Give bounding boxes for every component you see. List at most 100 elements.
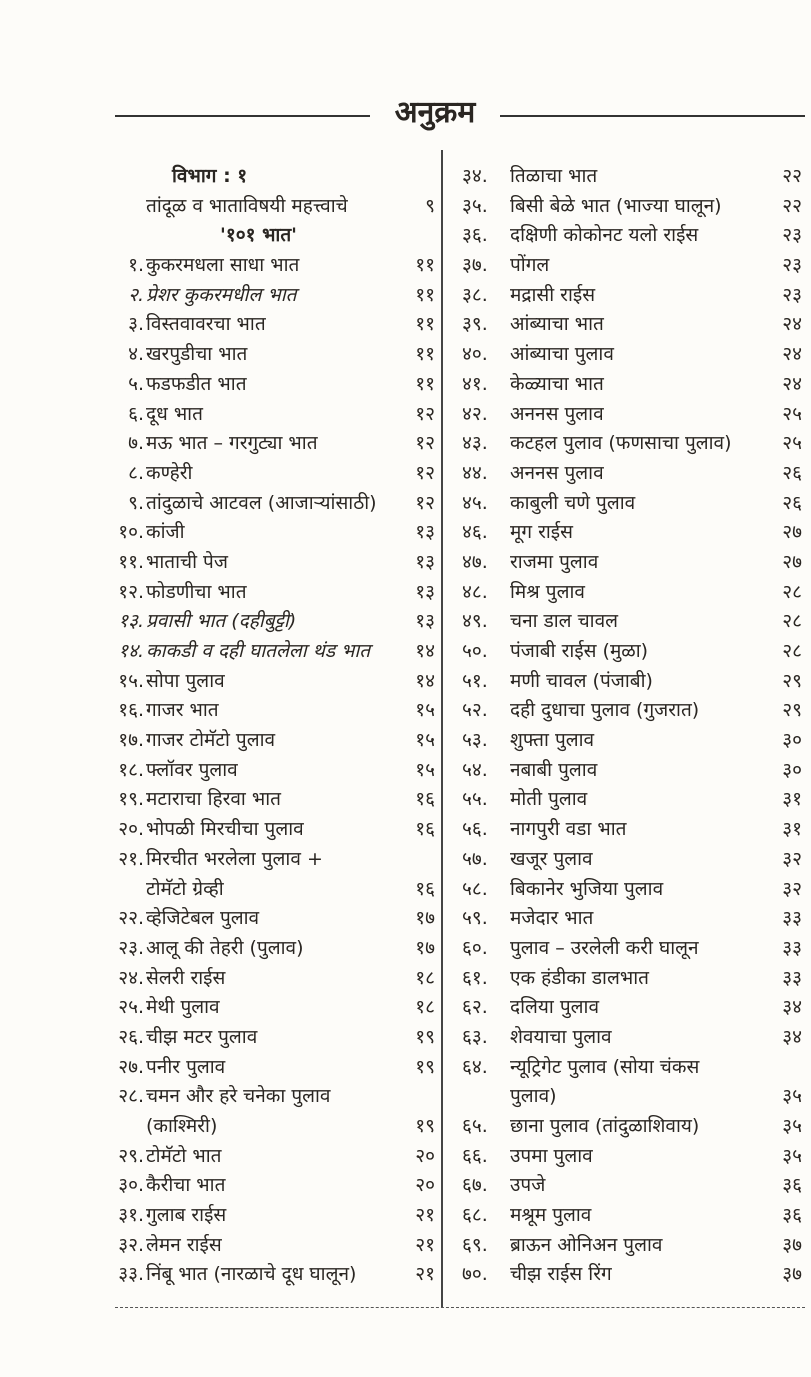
- entry-title: '१०१ भात': [220, 224, 297, 247]
- entry-title: मऊ भात – गरगुट्या भात: [146, 432, 318, 455]
- contents-entry: २८. चमन और हरे चनेका पुलाव: [100, 1082, 435, 1112]
- entry-title: दक्षिणी कोकोनट यलो राईस: [510, 224, 699, 247]
- entry-number: ६०.: [462, 936, 488, 959]
- column-divider: [441, 150, 443, 1308]
- entry-number: ४.: [128, 343, 144, 366]
- contents-entry: ६५. छाना पुलाव (तांदुळाशिवाय) ३५: [462, 1112, 802, 1142]
- entry-number: ६४.: [462, 1055, 488, 1078]
- entry-number: ५९.: [462, 907, 488, 930]
- entry-title: एक हंडीका डालभात: [510, 966, 649, 989]
- entry-number: ७०.: [462, 1263, 488, 1286]
- entry-number: १९.: [118, 788, 144, 811]
- entry-number: ५.: [128, 372, 144, 395]
- entry-page: १४: [415, 669, 435, 692]
- entry-page: ११: [415, 372, 435, 395]
- entry-page: ३३: [782, 936, 802, 959]
- entry-title: दही दुधाचा पुलाव (गुजरात): [510, 699, 700, 722]
- contents-entry: ६९. ब्राऊन ओनिअन पुलाव ३७: [462, 1231, 802, 1261]
- entry-page: १८: [415, 966, 435, 989]
- entry-page: १६: [415, 818, 435, 841]
- entry-number: ३०.: [118, 1174, 144, 1197]
- entry-page: १२: [415, 461, 435, 484]
- contents-entry: २६. चीझ मटर पुलाव १९: [100, 1023, 435, 1053]
- entry-title: केळ्याचा भात: [510, 372, 604, 395]
- entry-number: ४५.: [462, 491, 488, 514]
- contents-entry: ५. फडफडीत भात ११: [100, 370, 435, 400]
- entry-page: ३५: [782, 1085, 802, 1108]
- entry-page: २६: [782, 491, 802, 514]
- entry-number: १७.: [118, 729, 144, 752]
- contents-left-column: विभाग : १ तांदूळ व भाताविषयी महत्त्वाचे ९ '…: [100, 162, 435, 1290]
- entry-page: ३१: [782, 818, 802, 841]
- entry-title: फोडणीचा भात: [146, 580, 247, 603]
- entry-page: १२: [415, 432, 435, 455]
- entry-page: २३: [782, 283, 802, 306]
- contents-entry: २४. सेलरी राईस १८: [100, 964, 435, 994]
- entry-title: गुलाब राईस: [146, 1204, 227, 1227]
- entry-title: सेलरी राईस: [146, 966, 226, 989]
- contents-entry: ६०. पुलाव – उरलेली करी घालून ३३: [462, 934, 802, 964]
- entry-page: ३५: [782, 1144, 802, 1167]
- contents-entry: २९. टोमॅटो भात २०: [100, 1142, 435, 1172]
- entry-number: ४९.: [462, 610, 488, 633]
- entry-number: २.: [128, 283, 144, 306]
- entry-title: विस्तवावरचा भात: [146, 313, 266, 336]
- entry-page: २३: [782, 254, 802, 277]
- contents-entry: ४२. अननस पुलाव २५: [462, 400, 802, 430]
- entry-page: २८: [782, 580, 802, 603]
- entry-number: ५१.: [462, 669, 488, 692]
- entry-page: २०: [415, 1174, 435, 1197]
- entry-title: टोमॅटो भात: [146, 1144, 222, 1167]
- entry-page: २६: [782, 461, 802, 484]
- entry-page: १८: [415, 996, 435, 1019]
- bottom-rule: [115, 1307, 805, 1308]
- entry-title: टोमॅटो ग्रेव्ही: [146, 877, 224, 900]
- entry-title: भोपळी मिरचीचा पुलाव: [146, 818, 304, 841]
- entry-page: १५: [415, 699, 435, 722]
- entry-title: पुलाव – उरलेली करी घालून: [510, 936, 699, 959]
- entry-page: १२: [415, 491, 435, 514]
- contents-entry: २५. मेथी पुलाव १८: [100, 993, 435, 1023]
- entry-page: २०: [415, 1144, 435, 1167]
- entry-page: १९: [415, 1115, 435, 1137]
- entry-number: ७.: [128, 432, 144, 455]
- entry-page: २९: [782, 699, 802, 722]
- entry-page: ११: [415, 343, 435, 366]
- entry-number: ४२.: [462, 402, 488, 425]
- contents-entry: ५३. शुफ्ता पुलाव ३०: [462, 726, 802, 756]
- entry-title: मणी चावल (पंजाबी): [510, 669, 653, 692]
- entry-title: नागपुरी वडा भात: [510, 818, 627, 841]
- entry-title: बिकानेर भुजिया पुलाव: [510, 877, 664, 900]
- entry-number: ३५.: [462, 194, 488, 217]
- contents-entry: ५६. नागपुरी वडा भात ३१: [462, 815, 802, 845]
- contents-entry: ६. दूध भात १२: [100, 400, 435, 430]
- entry-page: १६: [415, 877, 435, 900]
- contents-entry: ३१. गुलाब राईस २१: [100, 1201, 435, 1231]
- contents-entry: ६६. उपमा पुलाव ३५: [462, 1142, 802, 1172]
- entry-title: काकडी व दही घातलेला थंड भात: [146, 640, 371, 662]
- entry-page: ३४: [782, 1025, 802, 1048]
- entry-page: २५: [782, 402, 802, 425]
- entry-number: ६.: [128, 402, 144, 425]
- contents-entry: ३७. पोंगल २३: [462, 251, 802, 281]
- entry-number: २४.: [118, 966, 144, 989]
- page-title: अनुक्रम: [394, 95, 476, 130]
- entry-title: छाना पुलाव (तांदुळाशिवाय): [510, 1115, 700, 1137]
- entry-number: १२.: [118, 580, 144, 603]
- entry-title: कुकरमधला साधा भात: [146, 254, 300, 277]
- contents-entry: ४०. आंब्याचा पुलाव २४: [462, 340, 802, 370]
- entry-number: ५५.: [462, 788, 488, 811]
- entry-title: चीझ राईस रिंग: [510, 1263, 612, 1286]
- entry-number: ८.: [128, 461, 144, 484]
- contents-entry: १२. फोडणीचा भात १३: [100, 578, 435, 608]
- entry-number: १६.: [118, 699, 144, 722]
- entry-page: २१: [415, 1263, 435, 1286]
- entry-page: १९: [415, 1055, 435, 1078]
- contents-entry: २७. पनीर पुलाव १९: [100, 1053, 435, 1083]
- entry-number: ४६.: [462, 521, 488, 544]
- contents-entry: १९. मटाराचा हिरवा भात १६: [100, 785, 435, 815]
- entry-title: गाजर टोमॅटो पुलाव: [146, 729, 276, 752]
- entry-title: तांदूळ व भाताविषयी महत्त्वाचे: [146, 194, 348, 217]
- contents-entry: ५९. मजेदार भात ३३: [462, 904, 802, 934]
- entry-title: पनीर पुलाव: [146, 1055, 226, 1078]
